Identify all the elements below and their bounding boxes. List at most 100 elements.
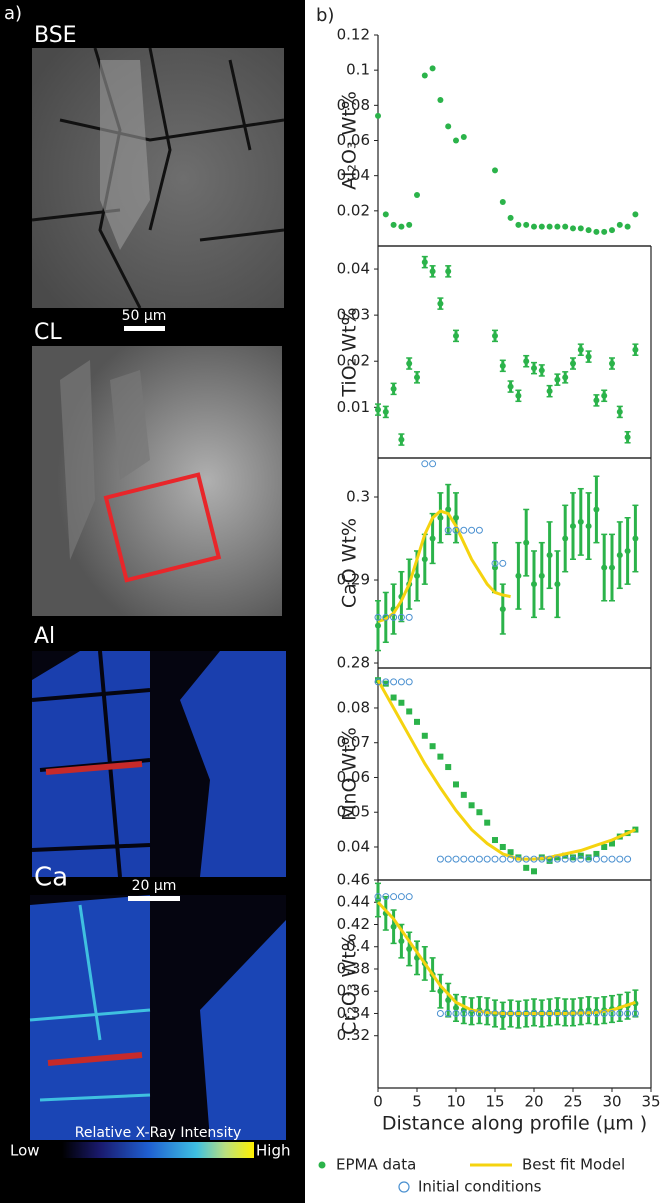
initial-point xyxy=(475,526,483,534)
data-point xyxy=(453,137,459,144)
colorbar xyxy=(62,1142,254,1158)
x-axis-label: Distance along profile (µm ) xyxy=(382,1113,647,1135)
y-tick-label: 0.3 xyxy=(346,488,370,506)
data-point xyxy=(476,809,483,816)
data-point xyxy=(554,581,561,588)
y-axis-label: Al₂O₃ Wt% xyxy=(339,91,361,190)
initial-point xyxy=(561,1009,569,1017)
initial-point xyxy=(452,526,460,534)
data-point xyxy=(460,791,467,798)
legend-label: Best fit Model xyxy=(522,1156,625,1174)
y-axis-label: Cr₂O₃ Wt% xyxy=(339,933,361,1035)
data-point xyxy=(601,228,608,235)
initial-point xyxy=(530,855,538,863)
data-point xyxy=(375,112,381,119)
initial-point xyxy=(374,678,382,686)
data-point xyxy=(398,938,405,945)
x-tick-label: 5 xyxy=(412,1093,422,1111)
initial-point xyxy=(514,855,522,863)
image-label: Al xyxy=(34,624,55,649)
data-point xyxy=(421,556,428,563)
data-point xyxy=(499,843,506,850)
data-point xyxy=(562,374,569,381)
data-point xyxy=(546,552,553,559)
data-point xyxy=(531,223,537,230)
image-label: Ca xyxy=(34,863,68,893)
data-point xyxy=(570,360,576,367)
data-point xyxy=(609,360,615,367)
data-point xyxy=(429,65,436,72)
data-point xyxy=(546,857,553,864)
initial-point xyxy=(460,526,468,534)
initial-point xyxy=(491,1009,499,1017)
data-point xyxy=(531,365,537,372)
y-axis-label: TiO₂ Wt% xyxy=(339,307,361,397)
data-point xyxy=(523,539,530,546)
data-point xyxy=(414,374,420,381)
data-point xyxy=(616,552,623,559)
data-point xyxy=(523,864,530,871)
initial-point xyxy=(577,855,585,863)
y-tick-label: 0.07 xyxy=(337,733,370,751)
initial-point xyxy=(460,855,468,863)
x-tick-label: 35 xyxy=(641,1093,660,1111)
image-label: BSE xyxy=(34,23,77,48)
initial-point xyxy=(460,1009,468,1017)
data-point xyxy=(593,850,600,857)
data-point xyxy=(460,133,467,140)
y-tick-label: 0.04 xyxy=(337,166,370,184)
data-point xyxy=(507,214,514,221)
data-point xyxy=(437,300,444,307)
initial-point xyxy=(483,1009,491,1017)
colorbar-high: High xyxy=(256,1142,290,1160)
initial-point xyxy=(483,855,491,863)
data-point xyxy=(585,227,592,234)
data-point xyxy=(453,781,459,788)
data-point xyxy=(414,192,420,199)
data-point xyxy=(453,332,459,339)
data-point xyxy=(577,346,584,353)
data-point xyxy=(437,514,444,521)
initial-point xyxy=(468,855,476,863)
initial-point xyxy=(382,613,390,621)
data-point xyxy=(523,221,530,228)
initial-point xyxy=(499,559,507,567)
initial-point xyxy=(553,855,561,863)
y-tick-label: 0.02 xyxy=(337,352,370,370)
y-axis-label: MnO Wt% xyxy=(339,727,361,821)
data-point xyxy=(414,718,420,725)
data-point xyxy=(515,572,522,579)
initial-point xyxy=(514,1009,522,1017)
x-tick-label: 25 xyxy=(563,1093,582,1111)
data-point xyxy=(406,708,413,715)
y-tick-label: 0.04 xyxy=(337,260,370,278)
data-point xyxy=(390,694,397,701)
initial-point xyxy=(374,613,382,621)
y-tick-label: 0.06 xyxy=(337,131,370,149)
data-point xyxy=(593,228,600,235)
y-tick-label: 0.36 xyxy=(337,982,370,1000)
initial-point xyxy=(530,1009,538,1017)
legend-swatch xyxy=(398,1181,410,1193)
data-point xyxy=(468,802,475,809)
initial-point xyxy=(491,559,499,567)
initial-point xyxy=(546,855,554,863)
data-point xyxy=(546,223,553,230)
y-tick-label: 0.01 xyxy=(337,398,370,416)
data-point xyxy=(406,221,413,228)
initial-point xyxy=(522,1009,530,1017)
data-point xyxy=(577,518,584,525)
data-point xyxy=(437,753,444,760)
data-point xyxy=(632,346,639,353)
y-tick-label: 0.1 xyxy=(346,61,370,79)
data-point xyxy=(624,547,631,554)
legend-label: EPMA data xyxy=(336,1156,416,1174)
y-tick-label: 0.05 xyxy=(337,803,370,821)
y-tick-label: 0.29 xyxy=(337,571,370,589)
data-point xyxy=(445,506,452,513)
data-point xyxy=(609,840,615,847)
initial-point xyxy=(390,893,398,901)
data-point xyxy=(375,677,381,684)
data-point xyxy=(632,535,639,542)
data-point xyxy=(609,564,615,571)
